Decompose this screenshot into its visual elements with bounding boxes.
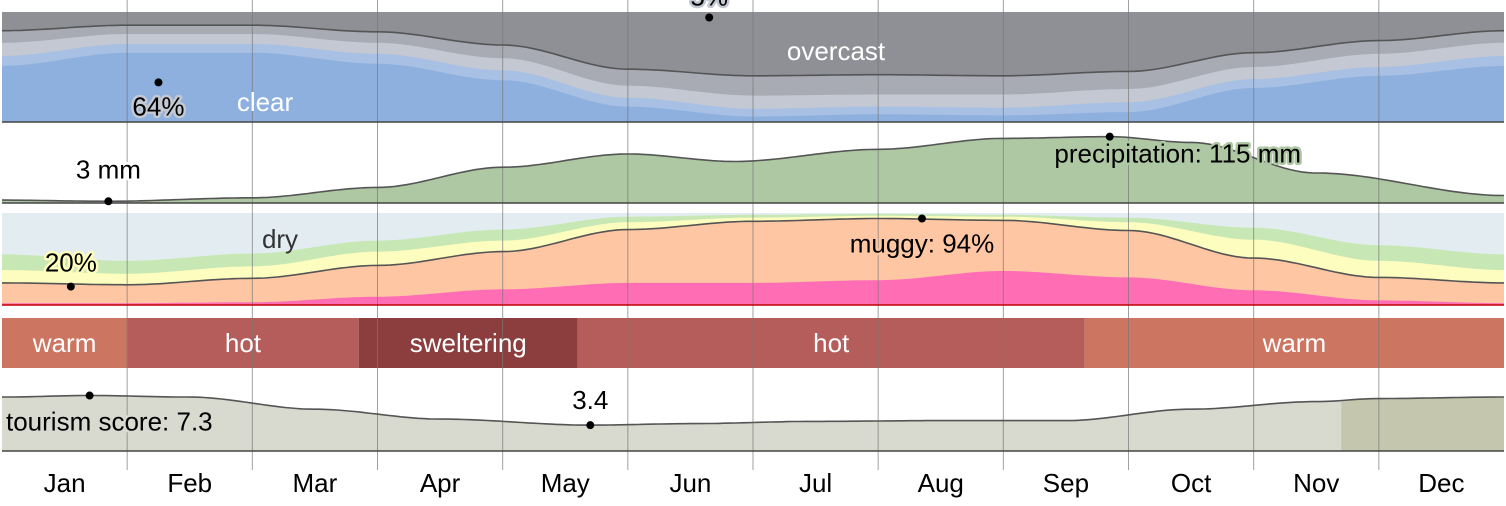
cloud-clear-label: clear — [237, 87, 294, 117]
temp-segment-label: warm — [32, 328, 97, 358]
precip-annotation-label: precipitation: 115 mm — [1054, 139, 1301, 169]
temp-segment — [358, 318, 578, 368]
month-label: May — [541, 468, 590, 498]
humidity-annotation-label: muggy: 94% — [850, 229, 995, 259]
month-label: Feb — [167, 468, 212, 498]
tourism-annotation-label: tourism score: 7.3 — [6, 407, 213, 437]
temp-segment — [1084, 318, 1504, 368]
humidity-dry-label: dry — [262, 224, 298, 254]
humidity-annotation-label: 20% — [45, 248, 97, 278]
panel-labels: overcast clear 64% 5% 3 mm precipitation: 115… — [4, 0, 1465, 498]
cloud-annotation-label: 5% — [690, 0, 728, 12]
month-label: Sep — [1043, 468, 1089, 498]
month-label: Dec — [1418, 468, 1464, 498]
month-label: Jun — [669, 468, 711, 498]
precip-annotation-dot — [1105, 132, 1114, 141]
precip-annotation-dot — [104, 197, 113, 206]
precip-annotation-label: 3 mm — [76, 154, 141, 184]
month-label: Mar — [293, 468, 338, 498]
temp-segment — [2, 318, 128, 368]
cloud-annotation-dot — [154, 78, 163, 87]
humidity-muggy-line — [2, 217, 1504, 286]
precip-line — [2, 135, 1505, 203]
month-label: Oct — [1171, 468, 1212, 498]
panel-lines — [2, 24, 1505, 452]
month-label: Jan — [44, 468, 86, 498]
tourism-annotation-dot — [586, 421, 595, 430]
temp-segment-label: warm — [1262, 328, 1327, 358]
temp-segment — [127, 318, 359, 368]
cloud-annotation-label: 64% — [132, 91, 184, 121]
tourism-best-period — [1341, 397, 1504, 451]
cloud-series-line — [2, 24, 1505, 77]
tourism-line — [2, 394, 1504, 427]
tourism-annotation-label: 3.4 — [572, 385, 608, 415]
humidity-annotation-dot — [66, 282, 75, 291]
temp-segment-label: hot — [813, 328, 850, 358]
temp-segment-label: sweltering — [410, 328, 527, 358]
month-label: Jul — [799, 468, 832, 498]
tourism-annotation-dot — [85, 391, 94, 400]
month-label: Nov — [1293, 468, 1339, 498]
month-label: Apr — [420, 468, 461, 498]
temp-segment-label: hot — [225, 328, 262, 358]
cloud-overcast-label: overcast — [787, 36, 886, 66]
month-gridlines — [126, 0, 1380, 470]
cloud-annotation-dot — [705, 13, 714, 22]
temp-segment — [577, 318, 1085, 368]
humidity-annotation-dot — [917, 214, 926, 223]
month-label: Aug — [918, 468, 964, 498]
